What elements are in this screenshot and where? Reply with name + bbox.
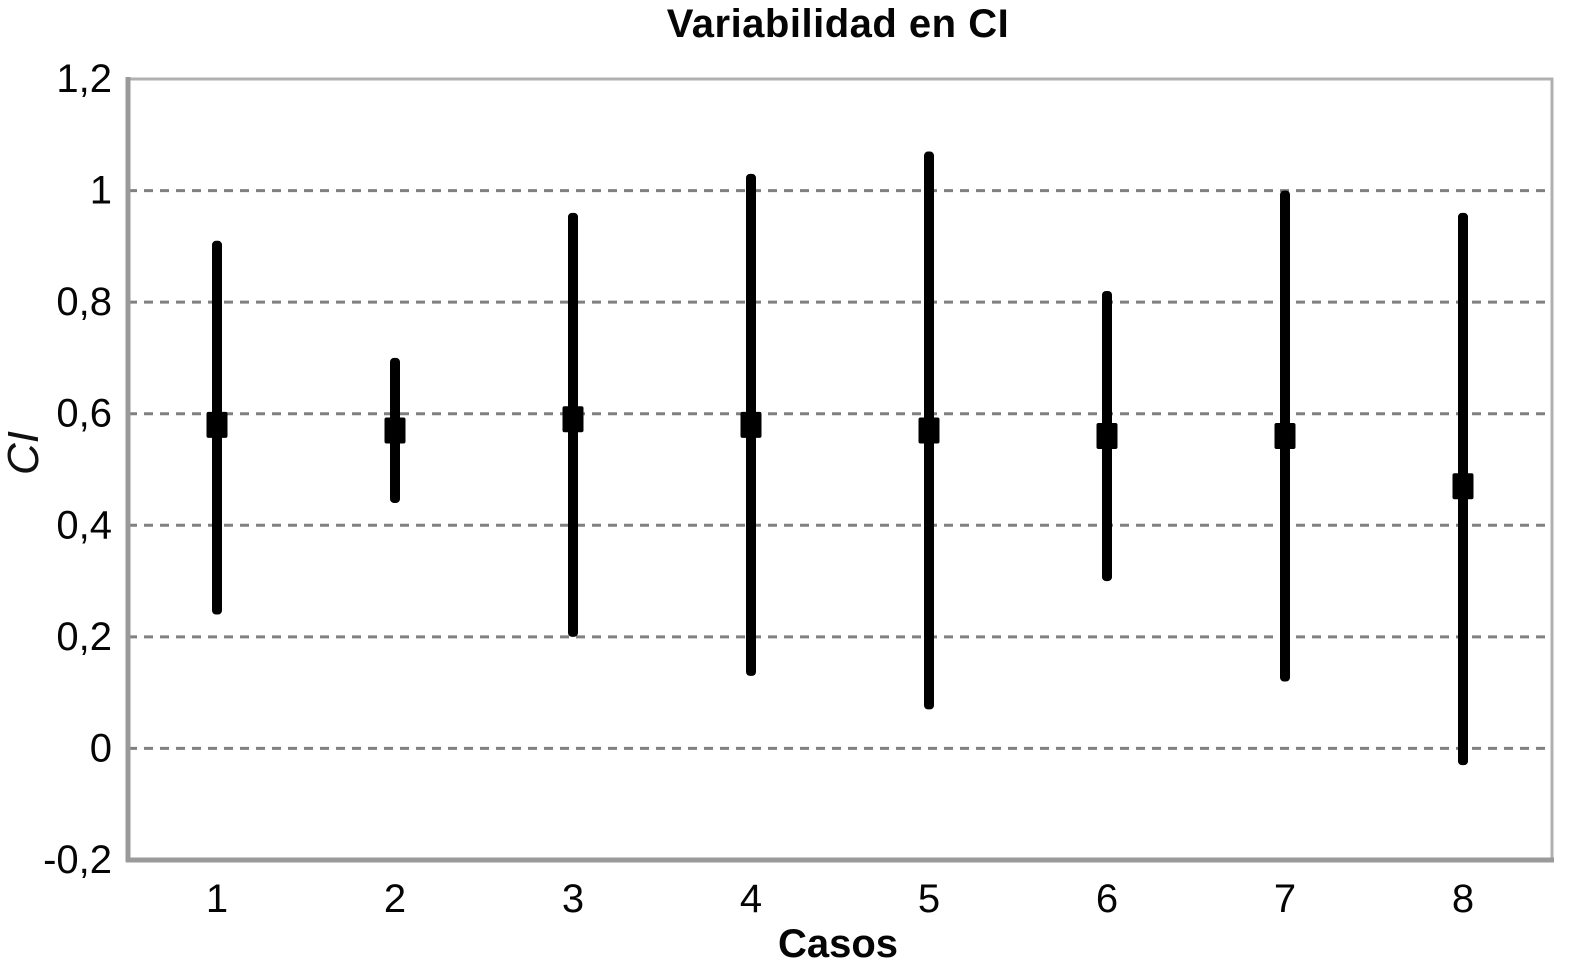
x-tick-label: 5 [918,877,940,921]
x-tick-label: 4 [740,877,762,921]
y-tick-label: 0,8 [56,280,112,324]
x-tick-label: 6 [1096,877,1118,921]
y-tick-label: 0 [90,726,112,770]
y-tick-label: 1 [90,169,112,213]
plot-border [126,77,1554,862]
error-bar-marker [562,406,584,433]
error-bar-marker [740,411,762,438]
error-bar-marker [206,411,228,438]
y-tick-label: 0,6 [56,392,112,436]
error-bar-marker [1096,423,1118,450]
error-bar-marker [918,417,940,444]
error-bar-marker [384,417,406,444]
y-tick-label: 1,2 [56,57,112,101]
y-tick-label: -0,2 [43,838,112,882]
error-bar-marker [1274,423,1296,450]
x-tick-label: 2 [384,877,406,921]
x-axis-title: Casos [777,922,899,966]
x-tick-label: 1 [206,877,228,921]
x-tick-label: 3 [562,877,584,921]
x-tick-label: 8 [1452,877,1474,921]
y-tick-label: 0,4 [56,503,112,547]
error-bar-marker [1452,473,1474,500]
y-tick-label: 0,2 [56,615,112,659]
x-tick-label: 7 [1274,877,1296,921]
chart-title: Variabilidad en CI [666,2,1010,46]
